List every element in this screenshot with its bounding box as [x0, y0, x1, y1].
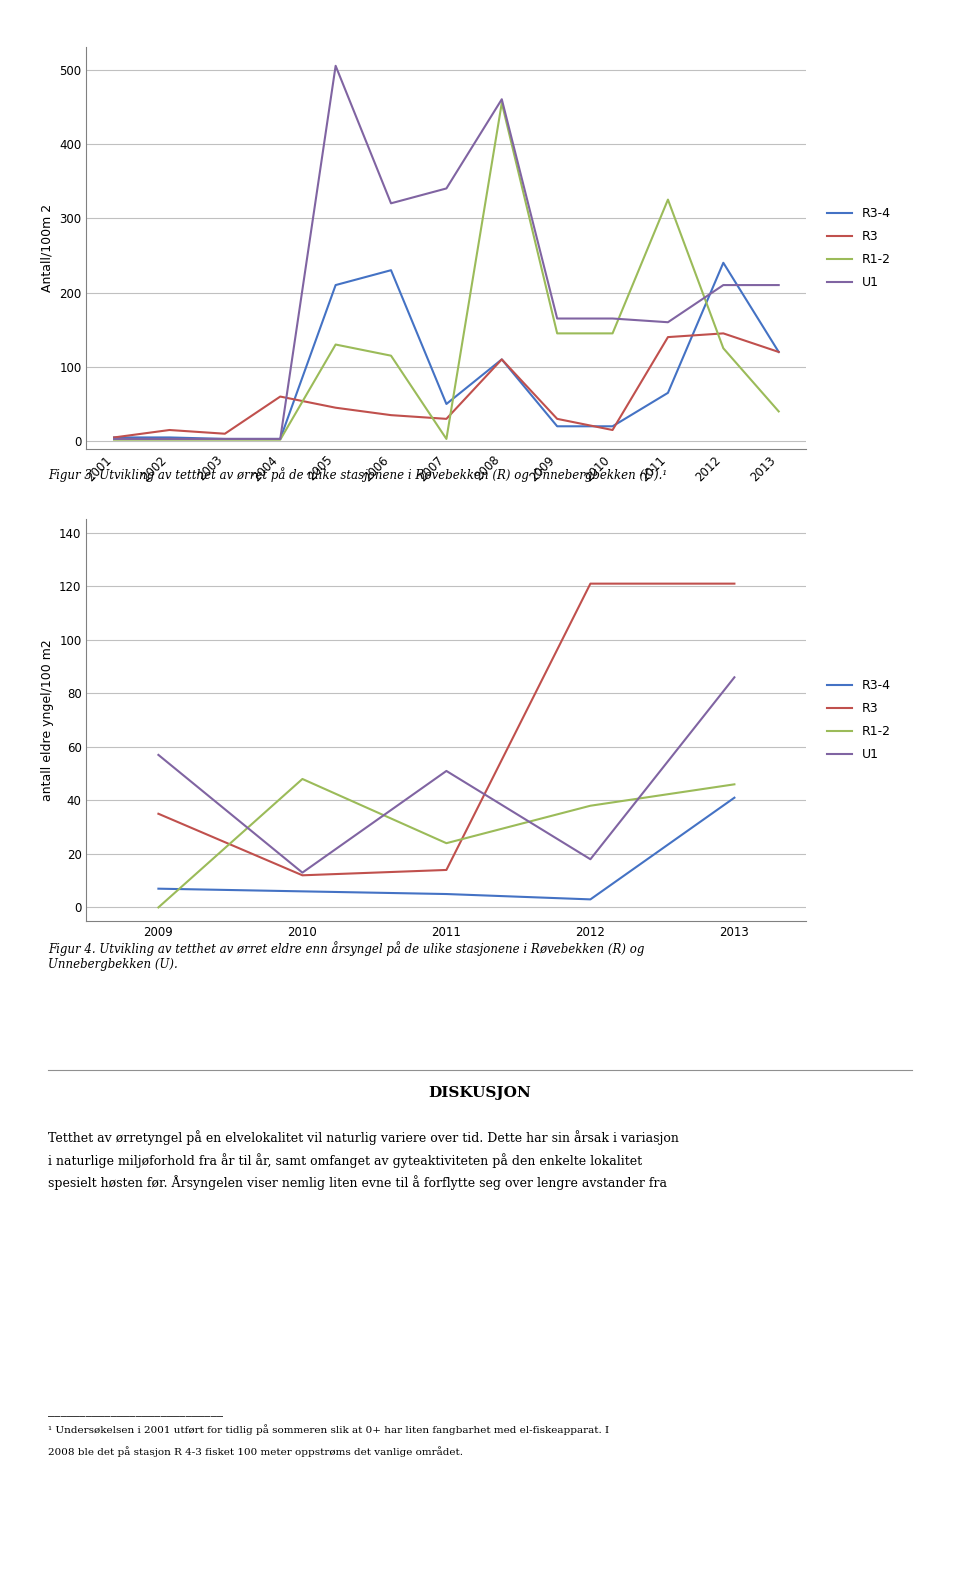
- Text: 2008 ble det på stasjon R 4-3 fisket 100 meter oppstrøms det vanlige området.: 2008 ble det på stasjon R 4-3 fisket 100…: [48, 1447, 463, 1458]
- Text: DISKUSJON: DISKUSJON: [428, 1086, 532, 1100]
- Y-axis label: Antall/100m 2: Antall/100m 2: [40, 205, 54, 291]
- Legend: R3-4, R3, R1-2, U1: R3-4, R3, R1-2, U1: [828, 206, 891, 290]
- Text: Tetthet av ørretyngel på en elvelokalitet vil naturlig variere over tid. Dette h: Tetthet av ørretyngel på en elvelokalite…: [48, 1130, 679, 1190]
- Y-axis label: antall eldre yngel/100 m2: antall eldre yngel/100 m2: [40, 639, 54, 801]
- Text: ____________________________: ____________________________: [48, 1404, 223, 1417]
- Text: ¹ Undersøkelsen i 2001 utført for tidlig på sommeren slik at 0+ har liten fangba: ¹ Undersøkelsen i 2001 utført for tidlig…: [48, 1424, 610, 1435]
- Text: Figur 4. Utvikling av tetthet av ørret eldre enn årsyngel på de ulike stasjonene: Figur 4. Utvikling av tetthet av ørret e…: [48, 941, 644, 971]
- Text: Figur 3. Utvikling av tetthet av ørret på de ulike stasjonene i Røvebekken (R) o: Figur 3. Utvikling av tetthet av ørret p…: [48, 467, 667, 482]
- Legend: R3-4, R3, R1-2, U1: R3-4, R3, R1-2, U1: [828, 678, 891, 762]
